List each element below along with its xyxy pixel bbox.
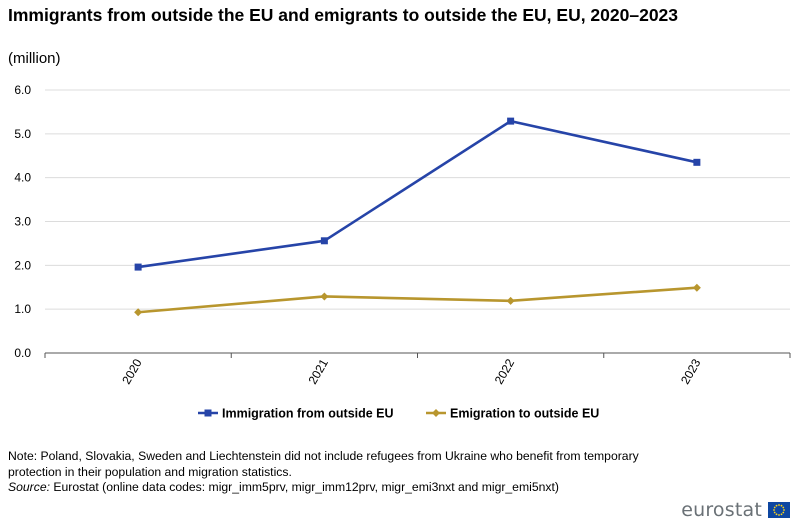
legend-label: Emigration to outside EU [450, 407, 599, 421]
x-tick-label: 2021 [305, 356, 331, 386]
logo-text: eurostat [681, 499, 762, 521]
y-tick-label: 2.0 [14, 258, 31, 272]
x-tick-label: 2023 [678, 356, 704, 386]
legend-marker-square [204, 409, 212, 417]
chart-title: Immigrants from outside the EU and emigr… [8, 5, 679, 25]
x-tick-label: 2022 [492, 356, 518, 386]
data-point-square [320, 237, 328, 245]
chart-subtitle: (million) [8, 50, 61, 67]
source-line: Source: Eurostat (online data codes: mig… [8, 480, 648, 496]
eu-flag-icon [768, 502, 790, 518]
y-tick-label: 6.0 [14, 83, 31, 97]
y-tick-label: 1.0 [14, 302, 31, 316]
source-text: Eurostat (online data codes: migr_imm5pr… [50, 480, 559, 494]
y-tick-label: 0.0 [14, 346, 31, 360]
x-tick-label: 2020 [119, 356, 145, 386]
data-point-square [507, 117, 515, 125]
data-point-square [693, 158, 701, 166]
series-line-2 [138, 286, 697, 314]
eurostat-logo: eurostat [681, 499, 790, 521]
y-tick-label: 4.0 [14, 171, 31, 185]
legend-marker-diamond [432, 409, 440, 417]
data-point-diamond [134, 308, 143, 317]
series-line-1 [137, 119, 698, 269]
data-point-square [134, 263, 142, 271]
data-point-diamond [506, 296, 515, 305]
data-point-diamond [692, 283, 701, 292]
chart-footer: Note: Poland, Slovakia, Sweden and Liech… [8, 449, 648, 496]
legend-label: Immigration from outside EU [222, 407, 394, 421]
y-tick-label: 5.0 [14, 127, 31, 141]
footnote: Note: Poland, Slovakia, Sweden and Liech… [8, 449, 639, 479]
line-chart: 0.0 1.0 2.0 3.0 4.0 5.0 6.0 2020 2021 2022 2023 Imm… [14, 83, 791, 421]
y-tick-label: 3.0 [14, 215, 31, 229]
source-label: Source: [8, 480, 51, 494]
data-point-diamond [320, 292, 329, 301]
